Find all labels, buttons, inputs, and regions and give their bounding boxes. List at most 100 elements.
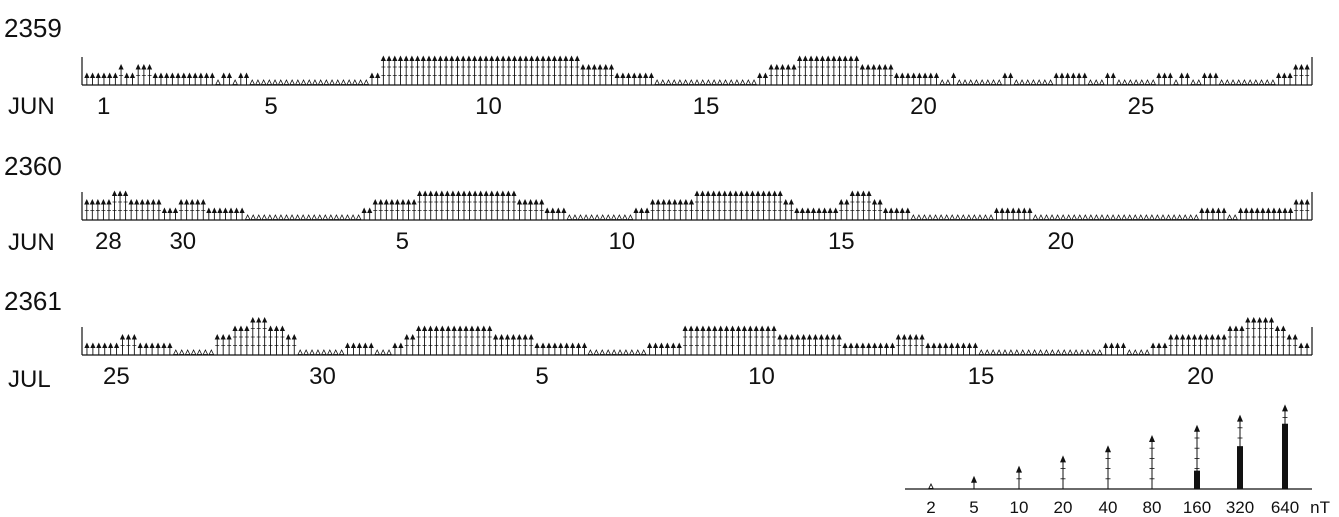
kp-bar [533,199,539,220]
kp-bar [943,342,949,355]
tick-labels-2361: 25 30 5 10 15 20 [103,363,1214,390]
tick-label: 10 [475,93,502,120]
kp-marker [1156,72,1162,78]
kp-bar [705,190,711,220]
kp-marker [244,325,250,331]
kp-bar [842,342,848,355]
kp-bar [816,207,822,220]
kp-bar [289,79,295,85]
kp-marker [1016,207,1022,213]
kp-bar [614,72,620,85]
kp-bar [1197,334,1204,355]
kp-marker [534,55,540,61]
kp-marker [795,334,801,340]
kp-bar [878,342,884,355]
kp-bar [1154,214,1161,220]
kp-bar [1093,79,1100,85]
kp-marker [506,55,512,61]
kp-marker [1108,342,1115,348]
kp-marker [711,190,717,196]
kp-bar [768,64,774,85]
kp-marker-low [357,79,364,85]
kp-bar [818,334,824,355]
kp-bar [988,214,994,220]
kp-bar [593,349,600,355]
kp-bar [1149,214,1155,220]
kp-bar [316,214,323,220]
kp-bar [204,72,210,85]
kp-bar [1132,214,1139,220]
kp-marker-low [1138,79,1145,85]
kp-bar [577,214,584,220]
kp-marker [937,342,943,348]
kp-marker [1282,207,1288,213]
kp-bar [368,342,374,355]
kp-bar [124,72,130,85]
kp-marker-low [283,214,290,220]
kp-bar [380,55,386,85]
kp-bar [629,349,635,355]
kp-bar [249,79,256,85]
kp-bar [555,207,561,220]
kp-marker [1027,207,1033,213]
kp-bar [339,214,345,220]
kp-bar [1121,79,1128,85]
kp-bar [449,55,455,85]
kp-bar [634,349,641,355]
kp-marker [762,72,769,78]
kp-marker-low [322,214,329,220]
tick-label: 10 [748,363,775,390]
kp-marker [117,190,123,196]
kp-bar [398,342,404,355]
kp-bar [506,55,512,85]
kp-bar [421,325,428,355]
kp-bar [326,349,333,355]
kp-marker [186,72,193,78]
kp-bar [1036,79,1042,85]
kp-marker [581,342,588,348]
kp-bar [169,72,175,85]
kp-marker-low [705,79,712,85]
kp-bar [759,325,765,355]
kp-marker-low [1038,214,1044,220]
kp-marker [137,342,143,348]
kp-marker-low [1132,214,1139,220]
kp-bar [844,199,850,220]
kp-bar [457,325,463,355]
kp-marker [1209,334,1215,340]
kp-marker [637,72,643,78]
kp-marker [217,207,223,213]
kp-marker-low [1002,349,1008,355]
bars-2361 [81,317,1313,356]
kp-marker [1204,207,1210,213]
kp-marker-low [990,349,996,355]
kp-bar [1298,342,1304,355]
kp-marker-low [329,79,335,85]
kp-marker-low [945,79,951,85]
kp-marker [511,55,518,61]
tick-label: 30 [169,228,196,255]
kp-marker [999,207,1005,213]
kp-bar [192,72,198,85]
kp-bar [631,72,637,85]
kp-marker [344,342,351,348]
kp-bar [84,342,90,355]
kp-marker [683,199,689,205]
kp-marker-low [699,79,706,85]
kp-bar [1274,325,1281,355]
kp-bar [1218,79,1225,85]
kp-bar [905,207,911,220]
kp-bar [1254,207,1260,220]
kp-marker [557,55,563,61]
kp-bar [156,199,162,220]
kp-marker [439,190,445,196]
kp-marker [119,334,126,340]
kp-bar [256,317,262,355]
kp-marker [603,64,609,70]
kp-bar [893,72,900,85]
kp-marker [516,199,523,205]
kp-bar [184,199,190,220]
kp-bar [232,325,238,355]
kp-bar [694,190,700,220]
month-label-2359: JUN [8,93,55,120]
